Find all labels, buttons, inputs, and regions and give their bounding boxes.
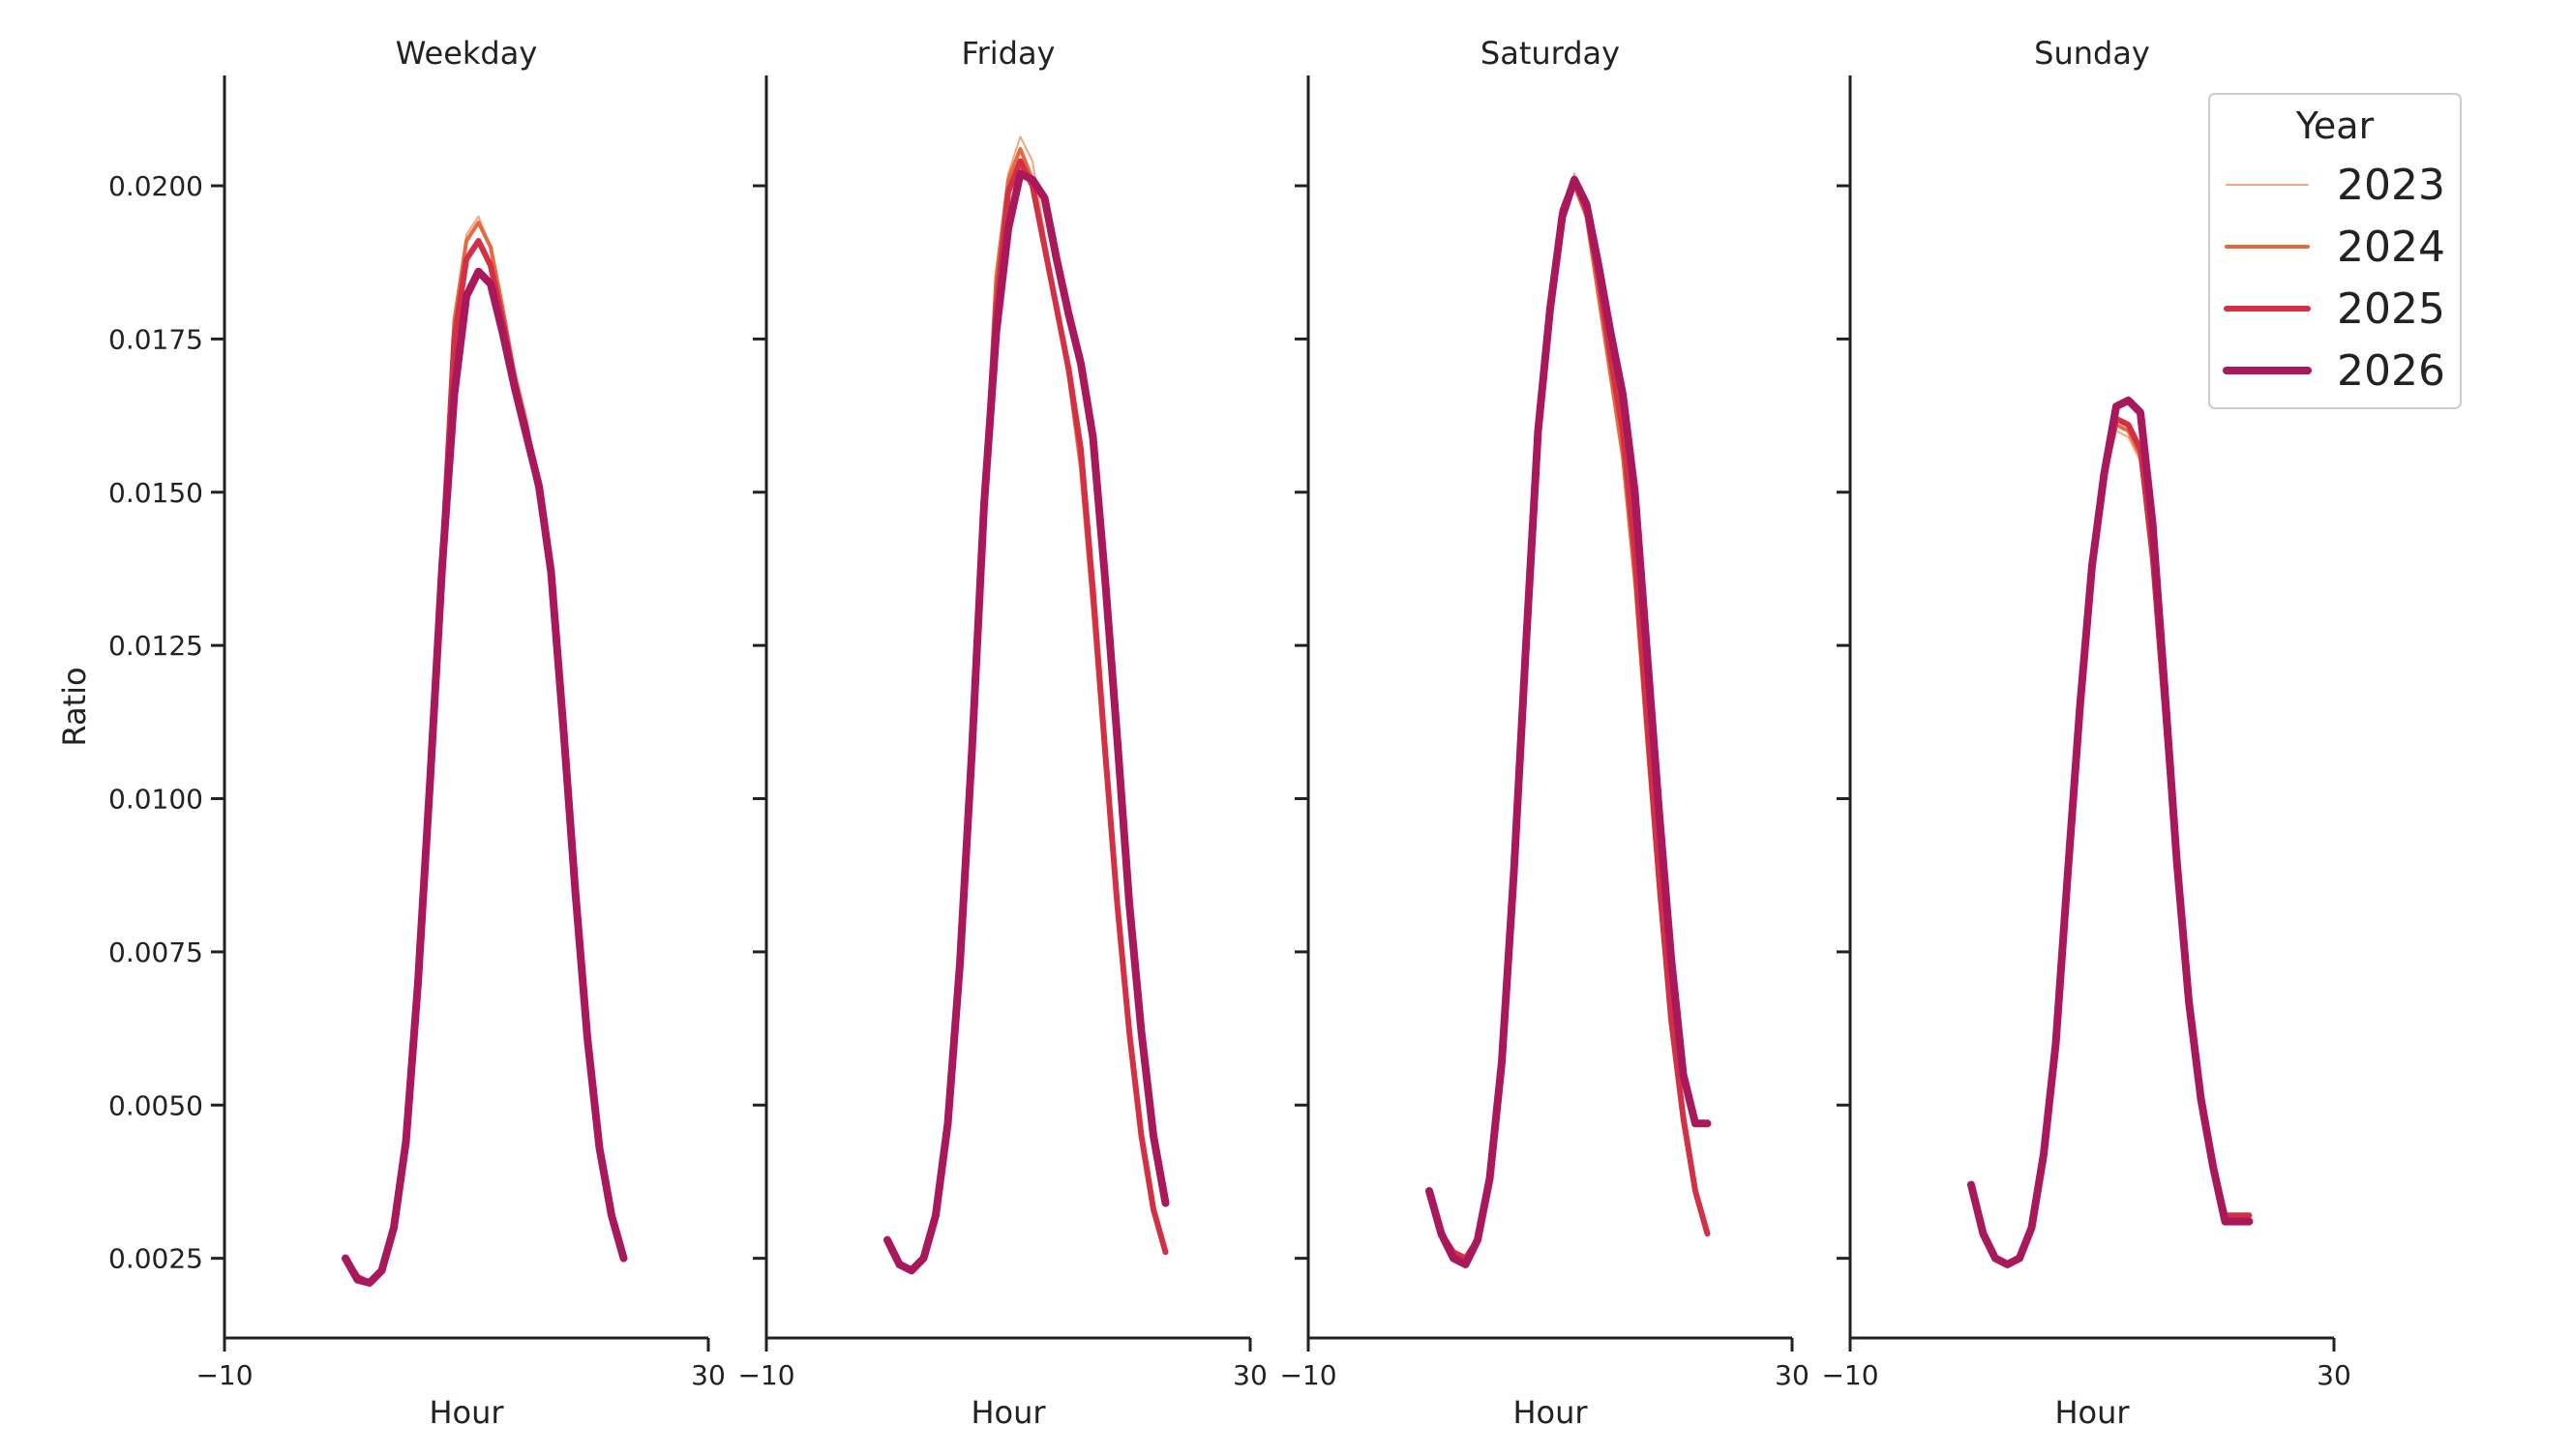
series-line-2023: [344, 215, 625, 1284]
x-tick-label: 30: [1775, 1359, 1809, 1391]
y-tick-label: 0.0050: [108, 1089, 203, 1121]
series-line-2026: [1425, 175, 1712, 1268]
panel-title: Saturday: [1480, 35, 1620, 72]
panel-sunday: Sunday −10 30 Hour: [1821, 35, 2350, 1431]
y-tick-label: 0.0125: [108, 630, 203, 662]
x-axis-label: Hour: [971, 1394, 1046, 1431]
legend-label-2024: 2024: [2337, 223, 2445, 272]
series-line-2025: [343, 238, 627, 1286]
panel-saturday: Saturday −10 30 Hour: [1279, 35, 1809, 1431]
x-tick-label: −10: [1821, 1359, 1878, 1391]
y-tick-label: 0.0075: [108, 936, 203, 968]
legend-label-2023: 2023: [2337, 161, 2445, 210]
x-tick-label: −10: [195, 1359, 253, 1391]
legend-label-2026: 2026: [2337, 346, 2445, 396]
legend-title: Year: [2295, 104, 2375, 147]
x-axis-label: Hour: [429, 1394, 504, 1431]
series-line-2023: [1428, 172, 1709, 1260]
series-line-2024: [1427, 184, 1710, 1261]
series-line-2025: [1426, 176, 1711, 1262]
y-tick-label: 0.0175: [108, 323, 203, 355]
y-tick-label: 0.0150: [108, 477, 203, 509]
series-line-2026: [342, 267, 628, 1287]
x-tick-label: −10: [1279, 1359, 1336, 1391]
series-line-2024: [885, 147, 1168, 1273]
x-axis-label: Hour: [2054, 1394, 2130, 1431]
x-tick-label: 30: [691, 1359, 726, 1391]
x-axis-label: Hour: [1512, 1394, 1588, 1431]
panel-weekday: Weekday 0.0025 0.0050 0.0075 0.0100 0.0125 0.0…: [108, 35, 726, 1431]
x-tick-label: −10: [737, 1359, 794, 1391]
series-line-2023: [886, 135, 1167, 1272]
y-tick-label: 0.0100: [108, 784, 203, 816]
x-tick-label: 30: [2317, 1359, 2351, 1391]
y-tick-label: 0.0200: [108, 170, 203, 202]
panel-friday: Friday −10 30 Hour: [737, 35, 1267, 1431]
legend-box: [2208, 93, 2462, 409]
legend-label-2025: 2025: [2337, 284, 2445, 334]
series-line-2025: [884, 158, 1169, 1274]
series-line-2026: [1967, 396, 2254, 1268]
legend: Year 2023 2024 2025 2026: [2208, 93, 2462, 409]
series-line-2024: [344, 221, 626, 1285]
panel-title: Weekday: [396, 35, 538, 72]
series-line-2026: [883, 169, 1170, 1275]
panel-title: Friday: [962, 35, 1056, 72]
y-axis-label: Ratio: [56, 667, 93, 746]
y-tick-label: 0.0025: [108, 1243, 203, 1275]
x-tick-label: 30: [1233, 1359, 1268, 1391]
panel-title: Sunday: [2034, 35, 2150, 72]
